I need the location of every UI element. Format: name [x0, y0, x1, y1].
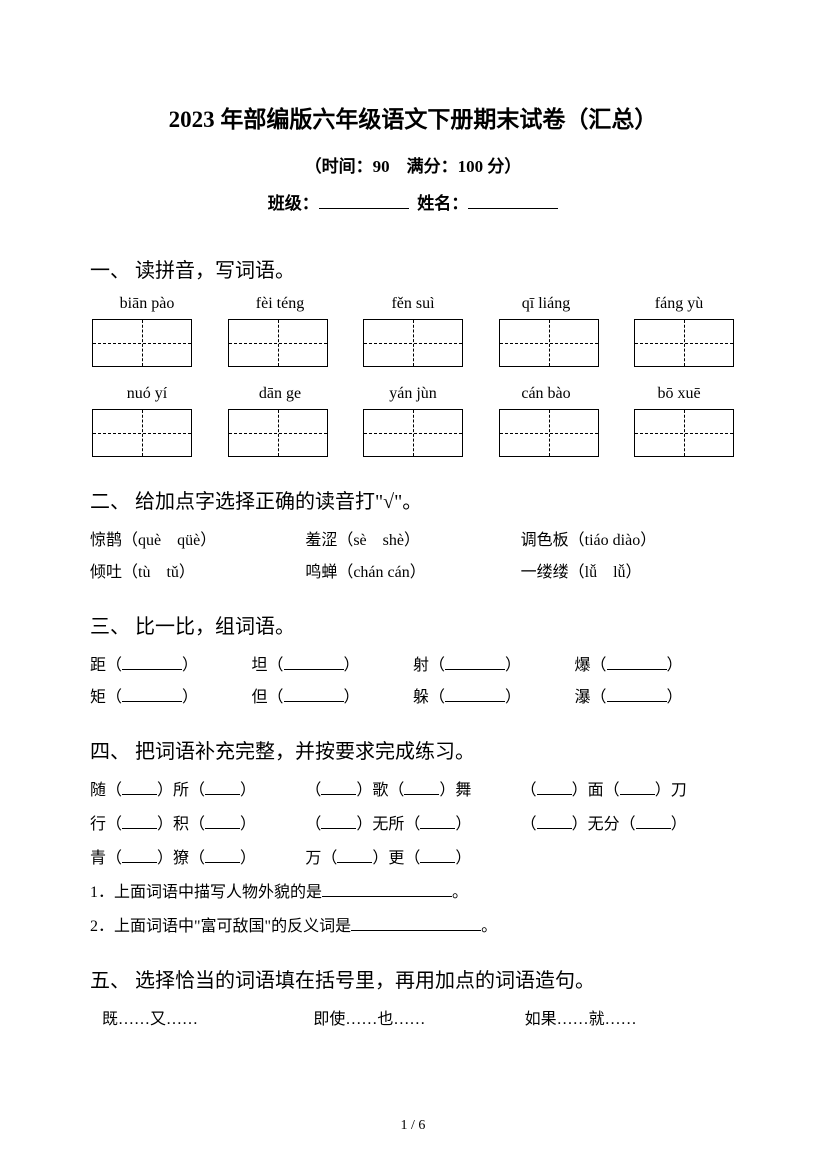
- q4-sub1: 1．上面词语中描写人物外貌的是。: [90, 878, 736, 902]
- fill-blank[interactable]: [620, 779, 655, 795]
- q3-item: 矩（）: [90, 683, 252, 707]
- pinyin-label: nuó yí: [92, 385, 202, 403]
- q4-item: 青（）獠（）: [90, 844, 305, 868]
- q4-row: 青（）獠（） 万（）更（）: [90, 844, 736, 868]
- q4-item: （）无分（）: [521, 810, 736, 834]
- q2-item: 羞涩（sè shè）: [305, 526, 520, 550]
- tianzige-box[interactable]: [499, 319, 599, 367]
- box-row-2: [90, 409, 736, 457]
- q2-item: 调色板（tiáo diào）: [521, 526, 736, 550]
- fill-blank[interactable]: [205, 847, 240, 863]
- tianzige-box[interactable]: [363, 409, 463, 457]
- exam-subtitle: （时间：90 满分：100 分）: [90, 152, 736, 177]
- pinyin-row-2: nuó yí dān ge yán jùn cán bào bō xuē: [90, 385, 736, 403]
- q3-row: 矩（） 但（） 躲（） 瀑（）: [90, 683, 736, 707]
- section3-heading: 三、 比一比，组词语。: [90, 610, 736, 639]
- pinyin-label: fèi téng: [225, 295, 335, 313]
- fill-blank[interactable]: [122, 847, 157, 863]
- name-blank[interactable]: [468, 192, 558, 209]
- q3-item: 但（）: [252, 683, 414, 707]
- fill-blank[interactable]: [445, 654, 505, 670]
- pinyin-label: fěn suì: [358, 295, 468, 313]
- q2-item: 惊鹊（què qüè）: [90, 526, 305, 550]
- q4-item: （）面（）刀: [521, 776, 736, 800]
- q4-item: 行（）积（）: [90, 810, 305, 834]
- q4-item: （）歌（）舞: [305, 776, 520, 800]
- fill-blank[interactable]: [322, 881, 452, 897]
- pinyin-label: qī liáng: [491, 295, 601, 313]
- q5-option: 即使……也……: [313, 1005, 524, 1029]
- fill-blank[interactable]: [321, 813, 356, 829]
- section5-heading: 五、 选择恰当的词语填在括号里，再用加点的词语造句。: [90, 964, 736, 993]
- tianzige-box[interactable]: [228, 409, 328, 457]
- fill-blank[interactable]: [607, 654, 667, 670]
- fill-blank[interactable]: [284, 686, 344, 702]
- fill-blank[interactable]: [122, 686, 182, 702]
- section2-heading: 二、 给加点字选择正确的读音打"√"。: [90, 485, 736, 514]
- name-label: 姓名：: [417, 194, 468, 213]
- q3-item: 坦（）: [252, 651, 414, 675]
- fill-blank[interactable]: [337, 847, 372, 863]
- fill-blank[interactable]: [607, 686, 667, 702]
- tianzige-box[interactable]: [634, 319, 734, 367]
- pinyin-label: bō xuē: [624, 385, 734, 403]
- tianzige-box[interactable]: [634, 409, 734, 457]
- q2-item: 鸣蝉（chán cán）: [305, 558, 520, 582]
- tianzige-box[interactable]: [499, 409, 599, 457]
- fill-blank[interactable]: [122, 813, 157, 829]
- q4-row: 随（）所（） （）歌（）舞 （）面（）刀: [90, 776, 736, 800]
- tianzige-box[interactable]: [92, 409, 192, 457]
- q4-item: [521, 844, 736, 868]
- q3-item: 躲（）: [413, 683, 575, 707]
- fill-blank[interactable]: [205, 813, 240, 829]
- fill-blank[interactable]: [537, 779, 572, 795]
- fill-blank[interactable]: [420, 847, 455, 863]
- q4-item: （）无所（）: [305, 810, 520, 834]
- fill-blank[interactable]: [284, 654, 344, 670]
- q4-sub2: 2．上面词语中"富可敌国"的反义词是。: [90, 912, 736, 936]
- q4-item: 万（）更（）: [305, 844, 520, 868]
- q5-option: 如果……就……: [525, 1005, 736, 1029]
- pinyin-label: cán bào: [491, 385, 601, 403]
- q4-row: 行（）积（） （）无所（） （）无分（）: [90, 810, 736, 834]
- class-blank[interactable]: [319, 192, 409, 209]
- tianzige-box[interactable]: [363, 319, 463, 367]
- pinyin-label: yán jùn: [358, 385, 468, 403]
- q2-row: 倾吐（tù tǔ） 鸣蝉（chán cán） 一缕缕（lǚ lǚ）: [90, 558, 736, 582]
- fill-blank[interactable]: [445, 686, 505, 702]
- q3-item: 瀑（）: [575, 683, 737, 707]
- q2-row: 惊鹊（què qüè） 羞涩（sè shè） 调色板（tiáo diào）: [90, 526, 736, 550]
- exam-title: 2023 年部编版六年级语文下册期末试卷（汇总）: [90, 100, 736, 134]
- q4-item: 随（）所（）: [90, 776, 305, 800]
- class-label: 班级：: [268, 194, 319, 213]
- section4-heading: 四、 把词语补充完整，并按要求完成练习。: [90, 735, 736, 764]
- fill-blank[interactable]: [636, 813, 671, 829]
- pinyin-label: biān pào: [92, 295, 202, 313]
- fill-blank[interactable]: [122, 654, 182, 670]
- q3-item: 爆（）: [575, 651, 737, 675]
- section1-heading: 一、 读拼音，写词语。: [90, 254, 736, 283]
- pinyin-row-1: biān pào fèi téng fěn suì qī liáng fáng …: [90, 295, 736, 313]
- q5-option: 既……又……: [102, 1005, 313, 1029]
- page-number: 1 / 6: [0, 1118, 826, 1134]
- q3-item: 距（）: [90, 651, 252, 675]
- tianzige-box[interactable]: [228, 319, 328, 367]
- class-name-line: 班级： 姓名：: [90, 189, 736, 214]
- pinyin-label: fáng yù: [624, 295, 734, 313]
- fill-blank[interactable]: [537, 813, 572, 829]
- fill-blank[interactable]: [205, 779, 240, 795]
- fill-blank[interactable]: [351, 915, 481, 931]
- q3-row: 距（） 坦（） 射（） 爆（）: [90, 651, 736, 675]
- fill-blank[interactable]: [420, 813, 455, 829]
- q5-row: 既……又…… 即使……也…… 如果……就……: [90, 1005, 736, 1029]
- pinyin-label: dān ge: [225, 385, 335, 403]
- fill-blank[interactable]: [321, 779, 356, 795]
- q2-item: 倾吐（tù tǔ）: [90, 558, 305, 582]
- q2-item: 一缕缕（lǚ lǚ）: [521, 558, 736, 582]
- box-row-1: [90, 319, 736, 367]
- tianzige-box[interactable]: [92, 319, 192, 367]
- q3-item: 射（）: [413, 651, 575, 675]
- fill-blank[interactable]: [404, 779, 439, 795]
- fill-blank[interactable]: [122, 779, 157, 795]
